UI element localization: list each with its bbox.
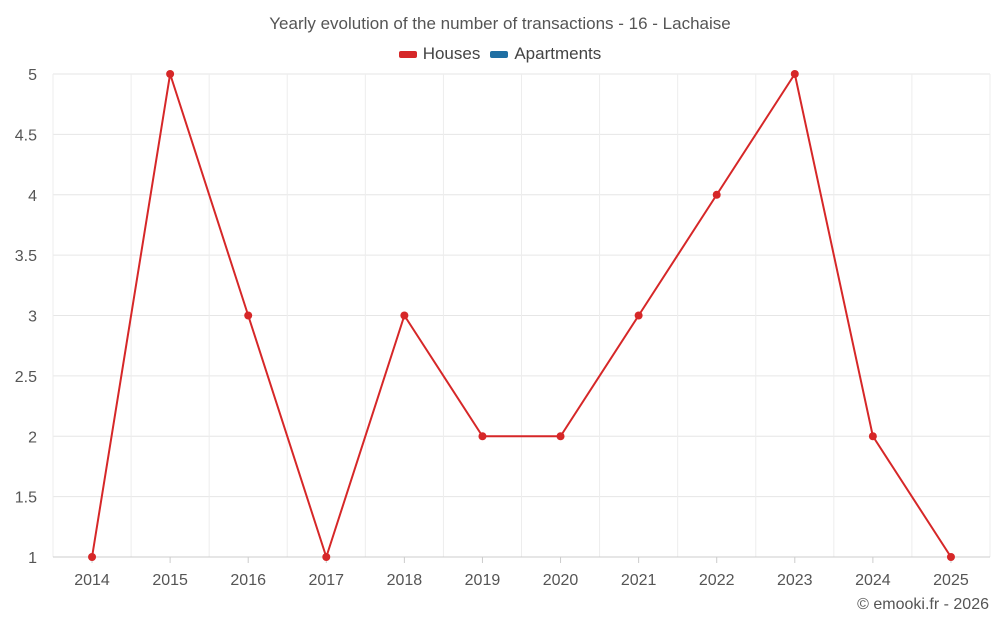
data-point bbox=[400, 311, 409, 320]
y-tick-label: 4.5 bbox=[15, 127, 37, 144]
data-point bbox=[946, 553, 955, 561]
y-tick-label: 5 bbox=[28, 67, 37, 84]
x-tick-label: 2014 bbox=[74, 572, 110, 589]
y-tick-label: 1 bbox=[28, 550, 37, 567]
x-tick-label: 2017 bbox=[308, 572, 344, 589]
legend-item-houses[interactable]: Houses bbox=[398, 44, 481, 64]
data-point bbox=[322, 553, 331, 561]
chart-title: Yearly evolution of the number of transa… bbox=[269, 14, 731, 33]
x-tick-label: 2016 bbox=[230, 572, 266, 589]
y-tick-label: 3.5 bbox=[15, 248, 37, 265]
data-point bbox=[88, 553, 97, 561]
x-tick-label: 2018 bbox=[387, 572, 423, 589]
y-tick-label: 3 bbox=[28, 309, 37, 326]
x-tick-label: 2023 bbox=[777, 572, 813, 589]
data-point bbox=[790, 70, 799, 78]
x-tick-label: 2020 bbox=[543, 572, 579, 589]
x-tick-label: 2021 bbox=[621, 572, 657, 589]
x-tick-label: 2025 bbox=[933, 572, 969, 589]
y-tick-label: 2.5 bbox=[15, 369, 37, 386]
data-point bbox=[478, 432, 487, 441]
legend-swatch-apartments bbox=[490, 50, 509, 58]
data-point bbox=[244, 311, 253, 320]
data-point bbox=[634, 311, 643, 320]
data-point bbox=[868, 432, 877, 441]
x-tick-label: 2022 bbox=[699, 572, 735, 589]
legend-item-apartments[interactable]: Apartments bbox=[490, 44, 601, 64]
legend-label-apartments: Apartments bbox=[514, 44, 602, 63]
data-point bbox=[712, 190, 721, 199]
data-point bbox=[166, 70, 175, 78]
legend-swatch-houses bbox=[398, 50, 417, 58]
y-tick-label: 2 bbox=[28, 429, 37, 446]
chart-legend: Houses Apartments bbox=[0, 44, 1000, 64]
series-line-houses bbox=[91, 73, 952, 558]
y-tick-label: 4 bbox=[28, 188, 37, 205]
x-tick-label: 2019 bbox=[465, 572, 501, 589]
x-tick-label: 2015 bbox=[152, 572, 188, 589]
legend-label-houses: Houses bbox=[422, 44, 481, 63]
x-tick-label: 2024 bbox=[855, 572, 891, 589]
y-tick-label: 1.5 bbox=[15, 490, 37, 507]
data-point bbox=[556, 432, 565, 441]
credit-text: © emooki.fr - 2026 bbox=[857, 596, 989, 613]
